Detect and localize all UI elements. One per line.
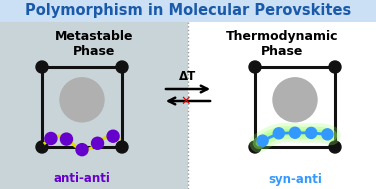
Circle shape [36, 61, 48, 73]
Circle shape [257, 135, 268, 146]
Text: anti-anti: anti-anti [53, 173, 111, 185]
Circle shape [322, 129, 333, 140]
Circle shape [273, 128, 284, 139]
Circle shape [116, 141, 128, 153]
Circle shape [249, 61, 261, 73]
Circle shape [329, 61, 341, 73]
Circle shape [61, 133, 73, 145]
Text: ✕: ✕ [181, 94, 191, 108]
Circle shape [306, 127, 317, 138]
Bar [0, 22, 188, 189]
Circle shape [273, 78, 317, 122]
Text: Polymorphism in Molecular Perovskites: Polymorphism in Molecular Perovskites [25, 4, 351, 19]
Circle shape [107, 130, 119, 142]
Circle shape [45, 132, 57, 144]
Text: syn-anti: syn-anti [268, 173, 322, 185]
Text: Metastable
Phase: Metastable Phase [55, 30, 133, 58]
Circle shape [116, 61, 128, 73]
Circle shape [60, 78, 104, 122]
Text: Thermodynamic
Phase: Thermodynamic Phase [226, 30, 338, 58]
Circle shape [290, 127, 300, 138]
Bar [0, 0, 376, 22]
Circle shape [91, 137, 103, 149]
Text: ΔT: ΔT [179, 70, 197, 84]
Circle shape [329, 141, 341, 153]
Circle shape [249, 141, 261, 153]
Circle shape [76, 144, 88, 156]
Circle shape [36, 141, 48, 153]
